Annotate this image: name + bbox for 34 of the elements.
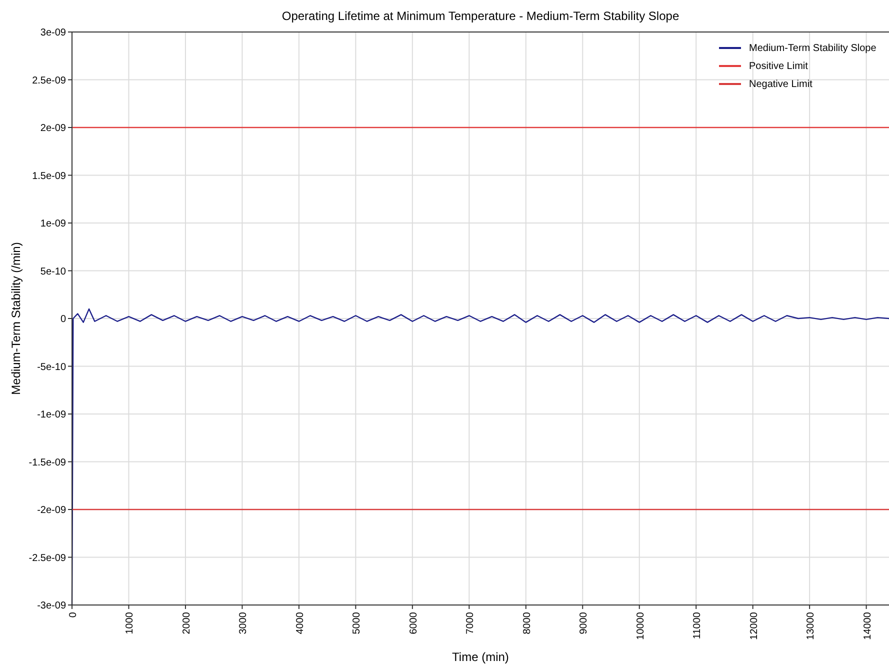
y-tick-label: 1.5e-09 — [32, 170, 66, 182]
x-tick-label: 6000 — [408, 612, 420, 634]
chart-title: Operating Lifetime at Minimum Temperature - Medium-Term Stability Slope — [282, 9, 680, 23]
y-tick-label: 2.5e-09 — [32, 75, 66, 86]
x-tick-label: 8000 — [522, 612, 533, 634]
x-axis-title: Time (min) — [452, 650, 509, 664]
x-tick-label: 11000 — [692, 612, 704, 640]
x-tick-label: 4000 — [294, 612, 306, 634]
y-tick-label: 0 — [60, 314, 66, 325]
y-axis-title: Medium-Term Stability (/min) — [9, 242, 23, 395]
legend-label: Medium-Term Stability Slope — [749, 43, 877, 54]
y-tick-label: -3e-09 — [37, 600, 66, 612]
y-tick-label: -1e-09 — [37, 410, 66, 420]
x-tick-label: 7000 — [465, 612, 476, 634]
y-tick-label: -1.5e-09 — [28, 457, 66, 468]
x-tick-label: 10000 — [635, 612, 646, 640]
x-tick-label: 14000 — [862, 612, 874, 640]
y-tick-label: -2.5e-09 — [28, 552, 66, 564]
x-tick-label: 9000 — [578, 612, 590, 634]
legend-label: Negative Limit — [749, 79, 813, 90]
x-tick-label: 2000 — [181, 612, 192, 634]
legend-label: Positive Limit — [749, 61, 808, 72]
y-tick-label: 2e-09 — [40, 123, 66, 134]
x-tick-label: 1000 — [124, 612, 136, 634]
x-tick-label: 0 — [68, 612, 79, 618]
x-tick-label: 5000 — [352, 612, 363, 634]
x-tick-label: 12000 — [748, 612, 760, 640]
y-tick-label: 5e-10 — [40, 266, 66, 278]
y-tick-label: -5e-10 — [37, 362, 66, 373]
y-tick-label: 1e-09 — [40, 218, 66, 230]
x-tick-label: 13000 — [806, 612, 817, 640]
y-tick-label: -2e-09 — [37, 505, 66, 516]
y-tick-label: 3e-09 — [40, 28, 66, 38]
x-tick-label: 3000 — [238, 612, 250, 634]
